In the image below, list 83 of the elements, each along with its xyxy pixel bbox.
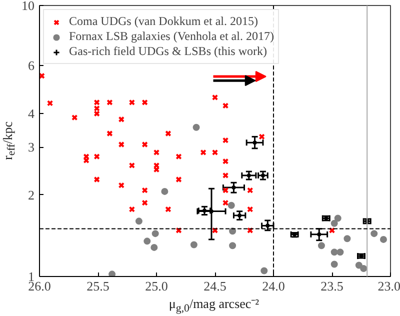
point <box>212 94 218 101</box>
point <box>330 220 338 227</box>
point <box>128 206 136 212</box>
point <box>212 149 218 156</box>
point <box>228 202 235 209</box>
point <box>165 206 172 212</box>
y-tick-label: 3 <box>28 140 34 155</box>
point <box>246 206 254 212</box>
point <box>229 242 236 250</box>
x-tick-label: 23.0 <box>378 278 400 294</box>
point <box>176 176 182 183</box>
point <box>330 248 338 256</box>
y-tick-label: 6 <box>28 58 35 74</box>
point <box>222 187 229 194</box>
point <box>108 270 116 276</box>
point <box>94 176 100 183</box>
point <box>222 102 229 109</box>
point <box>150 244 158 251</box>
point <box>94 105 100 112</box>
point <box>246 187 254 194</box>
point <box>135 218 142 225</box>
point <box>222 172 229 179</box>
point <box>128 99 136 106</box>
point <box>212 227 218 234</box>
point <box>336 248 344 256</box>
point <box>252 140 257 145</box>
x-tick-label: 24.5 <box>204 278 226 294</box>
point <box>258 134 265 140</box>
point <box>161 188 168 195</box>
point <box>142 99 148 106</box>
point <box>118 182 125 188</box>
x-tick-label: 25.0 <box>145 278 168 294</box>
x-tick-label: 24.0 <box>262 278 285 294</box>
point <box>106 130 113 137</box>
x-tick-label: 23.5 <box>320 278 344 294</box>
point <box>192 124 200 131</box>
point <box>46 100 54 106</box>
point <box>222 137 229 144</box>
point <box>190 241 198 248</box>
point <box>142 187 148 194</box>
point <box>260 267 268 274</box>
point <box>153 149 160 156</box>
legend-label: Gas-rich field UDGs & LSBs (this work) <box>69 44 267 59</box>
point <box>176 227 182 234</box>
point <box>328 227 336 234</box>
point <box>200 149 206 156</box>
point <box>238 213 242 218</box>
point <box>142 200 148 206</box>
point <box>128 162 136 169</box>
y-tick-label: 4 <box>28 106 35 121</box>
point <box>144 238 151 245</box>
point <box>380 236 387 243</box>
y-tick-label: 2 <box>28 187 34 202</box>
point <box>330 260 338 268</box>
point <box>71 114 78 121</box>
point <box>176 153 182 160</box>
point <box>94 110 100 117</box>
point <box>106 99 113 106</box>
point <box>360 265 368 272</box>
point <box>246 227 254 234</box>
x-axis-title: μ$_{g,0}$/mag arcsec⁻² <box>168 296 260 316</box>
point <box>370 230 378 238</box>
point <box>40 72 45 79</box>
point <box>355 262 362 269</box>
point <box>266 224 270 228</box>
point <box>317 232 322 236</box>
point <box>94 153 100 160</box>
point <box>118 141 125 148</box>
legend-label: Coma UDGs (van Dokkum et al. 2015) <box>69 14 258 29</box>
point <box>222 200 229 206</box>
legend-label: Fornax LSB galaxies (Venhola et al. 2017) <box>69 29 274 44</box>
point <box>152 230 159 238</box>
point <box>318 242 325 250</box>
point <box>94 99 100 106</box>
point <box>142 141 148 148</box>
point <box>334 214 342 222</box>
point <box>344 235 351 242</box>
x-tick-label: 25.5 <box>86 278 110 294</box>
y-tick-label: 10 <box>22 0 34 13</box>
point <box>118 116 125 122</box>
point <box>222 158 229 164</box>
point <box>232 186 236 190</box>
point <box>165 130 172 137</box>
